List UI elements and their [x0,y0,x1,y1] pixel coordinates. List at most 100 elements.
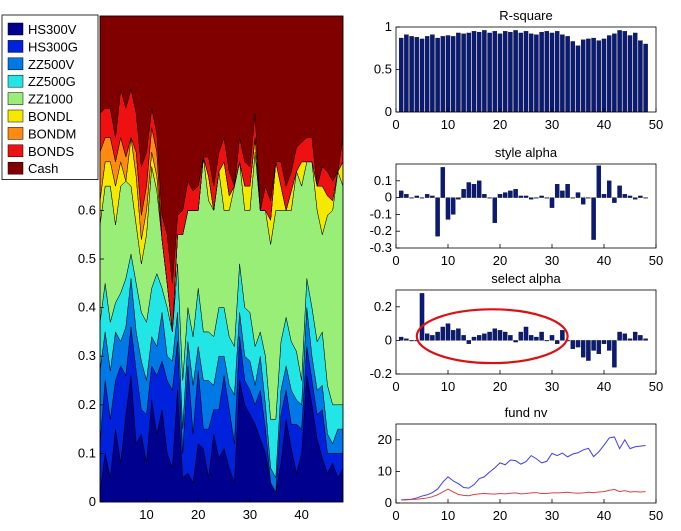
bar [430,195,435,198]
bar [466,340,472,344]
chart-title: R-square [499,8,552,23]
bar [404,34,409,113]
x-tick-label: 0 [392,253,399,268]
bar [492,328,498,341]
bar [445,197,451,220]
legend-swatch-Cash [7,161,24,175]
x-tick-label: 10 [139,507,153,522]
bar [482,333,487,341]
bar [544,197,550,199]
bar [424,333,430,341]
bar [466,32,472,113]
x-tick-label: 20 [493,117,507,132]
legend-label: BONDL [28,109,73,124]
legend-label: HS300G [28,39,78,54]
legend: HS300V HS300G ZZ500V ZZ500G ZZ1000 BONDL BONDM… [1,14,99,181]
bar [487,331,492,341]
bar [430,34,435,113]
bar [508,190,513,198]
x-tick-label: 30 [545,117,559,132]
bar [554,184,560,198]
chart-title: select alpha [491,271,561,286]
bar [508,335,513,341]
y-tick-label: -0.3 [370,240,392,255]
legend-label: Cash [28,161,58,176]
bar [476,180,482,198]
bar [528,197,534,200]
bar [606,180,612,198]
bar [528,33,534,113]
bar [627,338,633,341]
legend-label: ZZ1000 [28,92,73,107]
bar [596,165,602,198]
y-tick-label: 1 [385,19,392,34]
bar [398,336,404,341]
x-tick-label: 10 [441,379,455,394]
x-tick-label: 10 [441,508,455,523]
y-tick-label: 0 [385,495,392,510]
bar [539,31,544,113]
y-tick-label: 0.1 [78,445,96,460]
bar [523,31,529,113]
legend-swatch-ZZ500V [7,57,24,71]
bar [632,331,638,341]
bar [497,33,503,113]
bar [398,190,404,198]
y-tick-label: 0.2 [78,397,96,412]
y-tick-label: 0.3 [78,348,96,363]
bar [638,40,643,113]
bar [440,326,446,341]
legend-swatch-BONDS [7,144,24,158]
bar [430,335,435,341]
bar [591,197,596,240]
bar [539,195,544,198]
bar [638,335,643,341]
x-tick-label: 40 [597,117,611,132]
bar [424,36,430,113]
bar [575,45,581,113]
bar [502,192,508,198]
bar [461,189,466,198]
bar [487,32,492,113]
bar [471,31,477,113]
bar [513,189,518,198]
bar [638,195,643,198]
bar [575,192,581,198]
legend-swatch-HS300V [7,22,24,36]
x-tick-label: 10 [441,253,455,268]
y-tick-label: 0 [385,332,392,347]
bar [414,195,420,198]
bar [497,330,503,341]
bar [471,336,477,341]
bar [435,197,440,237]
bar [492,31,498,113]
legend-label: BONDS [28,144,75,159]
y-tick-label: 0.5 [78,251,96,266]
plot-frame [395,423,657,504]
nv-line-1 [401,436,646,501]
bar [565,184,570,198]
bar [643,43,648,113]
legend-label: BONDM [28,126,76,141]
x-tick-label: 0 [392,117,399,132]
bar [580,197,586,205]
x-tick-label: 30 [545,379,559,394]
y-tick-label: 0 [89,494,96,509]
bar [476,335,482,341]
bar [549,32,555,113]
bar [404,338,409,341]
bar [596,340,602,354]
bar [450,36,456,113]
y-tick-label: 0.6 [78,202,96,217]
bar [456,197,461,200]
bar [461,33,466,113]
bar [617,185,622,198]
legend-swatch-BONDM [7,127,24,140]
bar [601,38,607,113]
x-tick-label: 0 [392,508,399,523]
legend-swatch-HS300G [7,40,24,53]
bar [627,195,633,198]
y-tick-label: 0.4 [78,300,96,315]
bar [606,340,612,351]
bar [591,37,596,113]
